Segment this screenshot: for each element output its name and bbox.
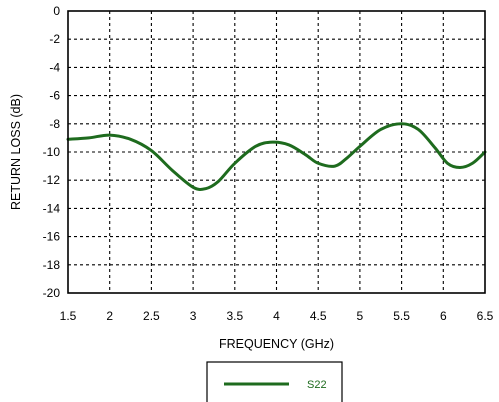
s22-series-line	[66, 122, 487, 191]
x-tick-label: 1.5	[60, 309, 77, 323]
y-tick-label: 0	[53, 4, 60, 18]
x-tick-label: 4.5	[310, 309, 327, 323]
y-tick-label: -18	[43, 258, 61, 272]
x-tick-label: 6.5	[477, 309, 494, 323]
x-tick-label: 5	[357, 309, 364, 323]
legend: S22	[206, 361, 343, 402]
y-axis-title: RETURN LOSS (dB)	[9, 94, 23, 210]
x-tick-label: 2	[106, 309, 113, 323]
y-tick-label: -6	[49, 89, 60, 103]
x-tick-label: 3	[190, 309, 197, 323]
y-tick-label: -16	[43, 230, 61, 244]
y-tick-label: -4	[49, 60, 60, 74]
legend-box	[206, 361, 343, 402]
grid-lines	[68, 11, 485, 293]
y-tick-label: -14	[43, 201, 61, 215]
x-tick-label: 5.5	[393, 309, 410, 323]
y-tick-label: -2	[49, 32, 60, 46]
y-tick-label: -8	[49, 117, 60, 131]
y-tick-label: -20	[43, 286, 61, 300]
x-tick-label: 6	[440, 309, 447, 323]
x-tick-labels: 1.5 2 2.5 3 3.5 4 4.5 5 5.5 6 6.5	[60, 309, 494, 323]
y-tick-labels: 0 -2 -4 -6 -8 -10 -12 -14 -16 -18 -20	[43, 4, 61, 300]
plot-frame	[67, 10, 486, 294]
y-tick-label: -10	[43, 145, 61, 159]
x-tick-label: 3.5	[226, 309, 243, 323]
x-tick-label: 4	[273, 309, 280, 323]
x-tick-label: 2.5	[143, 309, 160, 323]
legend-label-s22: S22	[307, 379, 327, 391]
y-tick-label: -12	[43, 173, 61, 187]
x-axis-title: FREQUENCY (GHz)	[219, 337, 334, 351]
